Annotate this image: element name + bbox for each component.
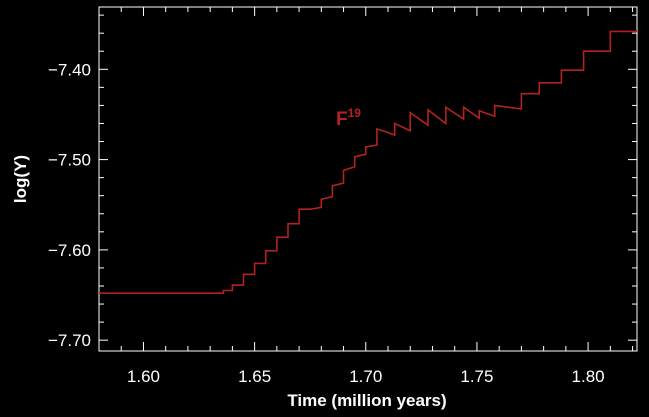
y-tick-label: −7.50 [48, 151, 91, 170]
x-tick-label: 1.65 [238, 367, 271, 386]
tick-labels: 1.60 1.65 1.70 1.75 1.80 −7.40 −7.50 −7.60 −7.70 [48, 60, 605, 386]
plot-frame [98, 6, 638, 352]
x-tick-label: 1.70 [349, 367, 382, 386]
y-tick-label: −7.70 [48, 331, 91, 350]
x-tick-label: 1.60 [127, 367, 160, 386]
ticks [98, 7, 637, 351]
y-axis-title: log(Y) [11, 155, 30, 203]
x-tick-label: 1.75 [460, 367, 493, 386]
series-label-base: F [336, 109, 348, 130]
x-axis-title: Time (million years) [287, 391, 446, 410]
series-line-f19 [99, 30, 637, 295]
x-tick-label: 1.80 [572, 367, 605, 386]
y-tick-label: −7.40 [48, 60, 91, 79]
y-tick-label: −7.60 [48, 241, 91, 260]
series-label-sup: 19 [348, 106, 362, 120]
series-label-f19: F19 [336, 106, 361, 130]
